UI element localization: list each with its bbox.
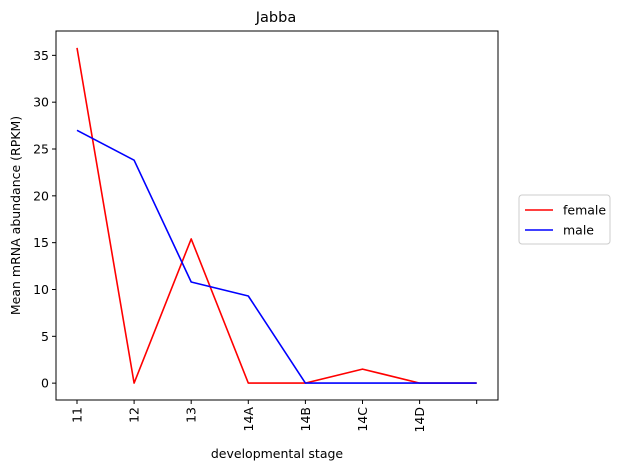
plot-frame xyxy=(55,30,499,401)
legend-label-female: female xyxy=(563,203,606,218)
chart-title: Jabba xyxy=(255,10,296,26)
series-line-female xyxy=(76,47,477,384)
y-tick-label: 35 xyxy=(33,48,49,63)
y-tick-label: 15 xyxy=(33,235,49,250)
series-line-male xyxy=(76,129,477,384)
y-tick-label: 10 xyxy=(33,282,49,297)
x-tick-label: 11 xyxy=(70,407,85,423)
legend-box xyxy=(518,194,611,245)
x-tick-label: 14B xyxy=(298,407,313,431)
legend-label-male: male xyxy=(563,223,594,238)
x-tick-label: 14D xyxy=(412,407,427,433)
y-tick-label: 30 xyxy=(33,95,49,110)
legend: female male xyxy=(518,194,611,245)
x-tick-label: 14A xyxy=(241,407,256,432)
y-axis: 0 5 10 15 20 25 30 35 xyxy=(33,48,56,391)
x-tick-label: 12 xyxy=(127,407,142,423)
plot-lines xyxy=(76,47,477,384)
x-tick-label: 13 xyxy=(184,407,199,423)
x-axis: 11 12 13 14A 14B 14C 14D xyxy=(70,400,478,433)
y-tick-label: 0 xyxy=(41,376,49,391)
x-axis-label: developmental stage xyxy=(211,446,344,461)
y-tick-label: 20 xyxy=(33,188,49,203)
y-tick-label: 5 xyxy=(41,329,49,344)
y-tick-label: 25 xyxy=(33,142,49,157)
y-axis-label: Mean mRNA abundance (RPKM) xyxy=(8,116,23,315)
x-tick-label: 14C xyxy=(355,407,370,432)
